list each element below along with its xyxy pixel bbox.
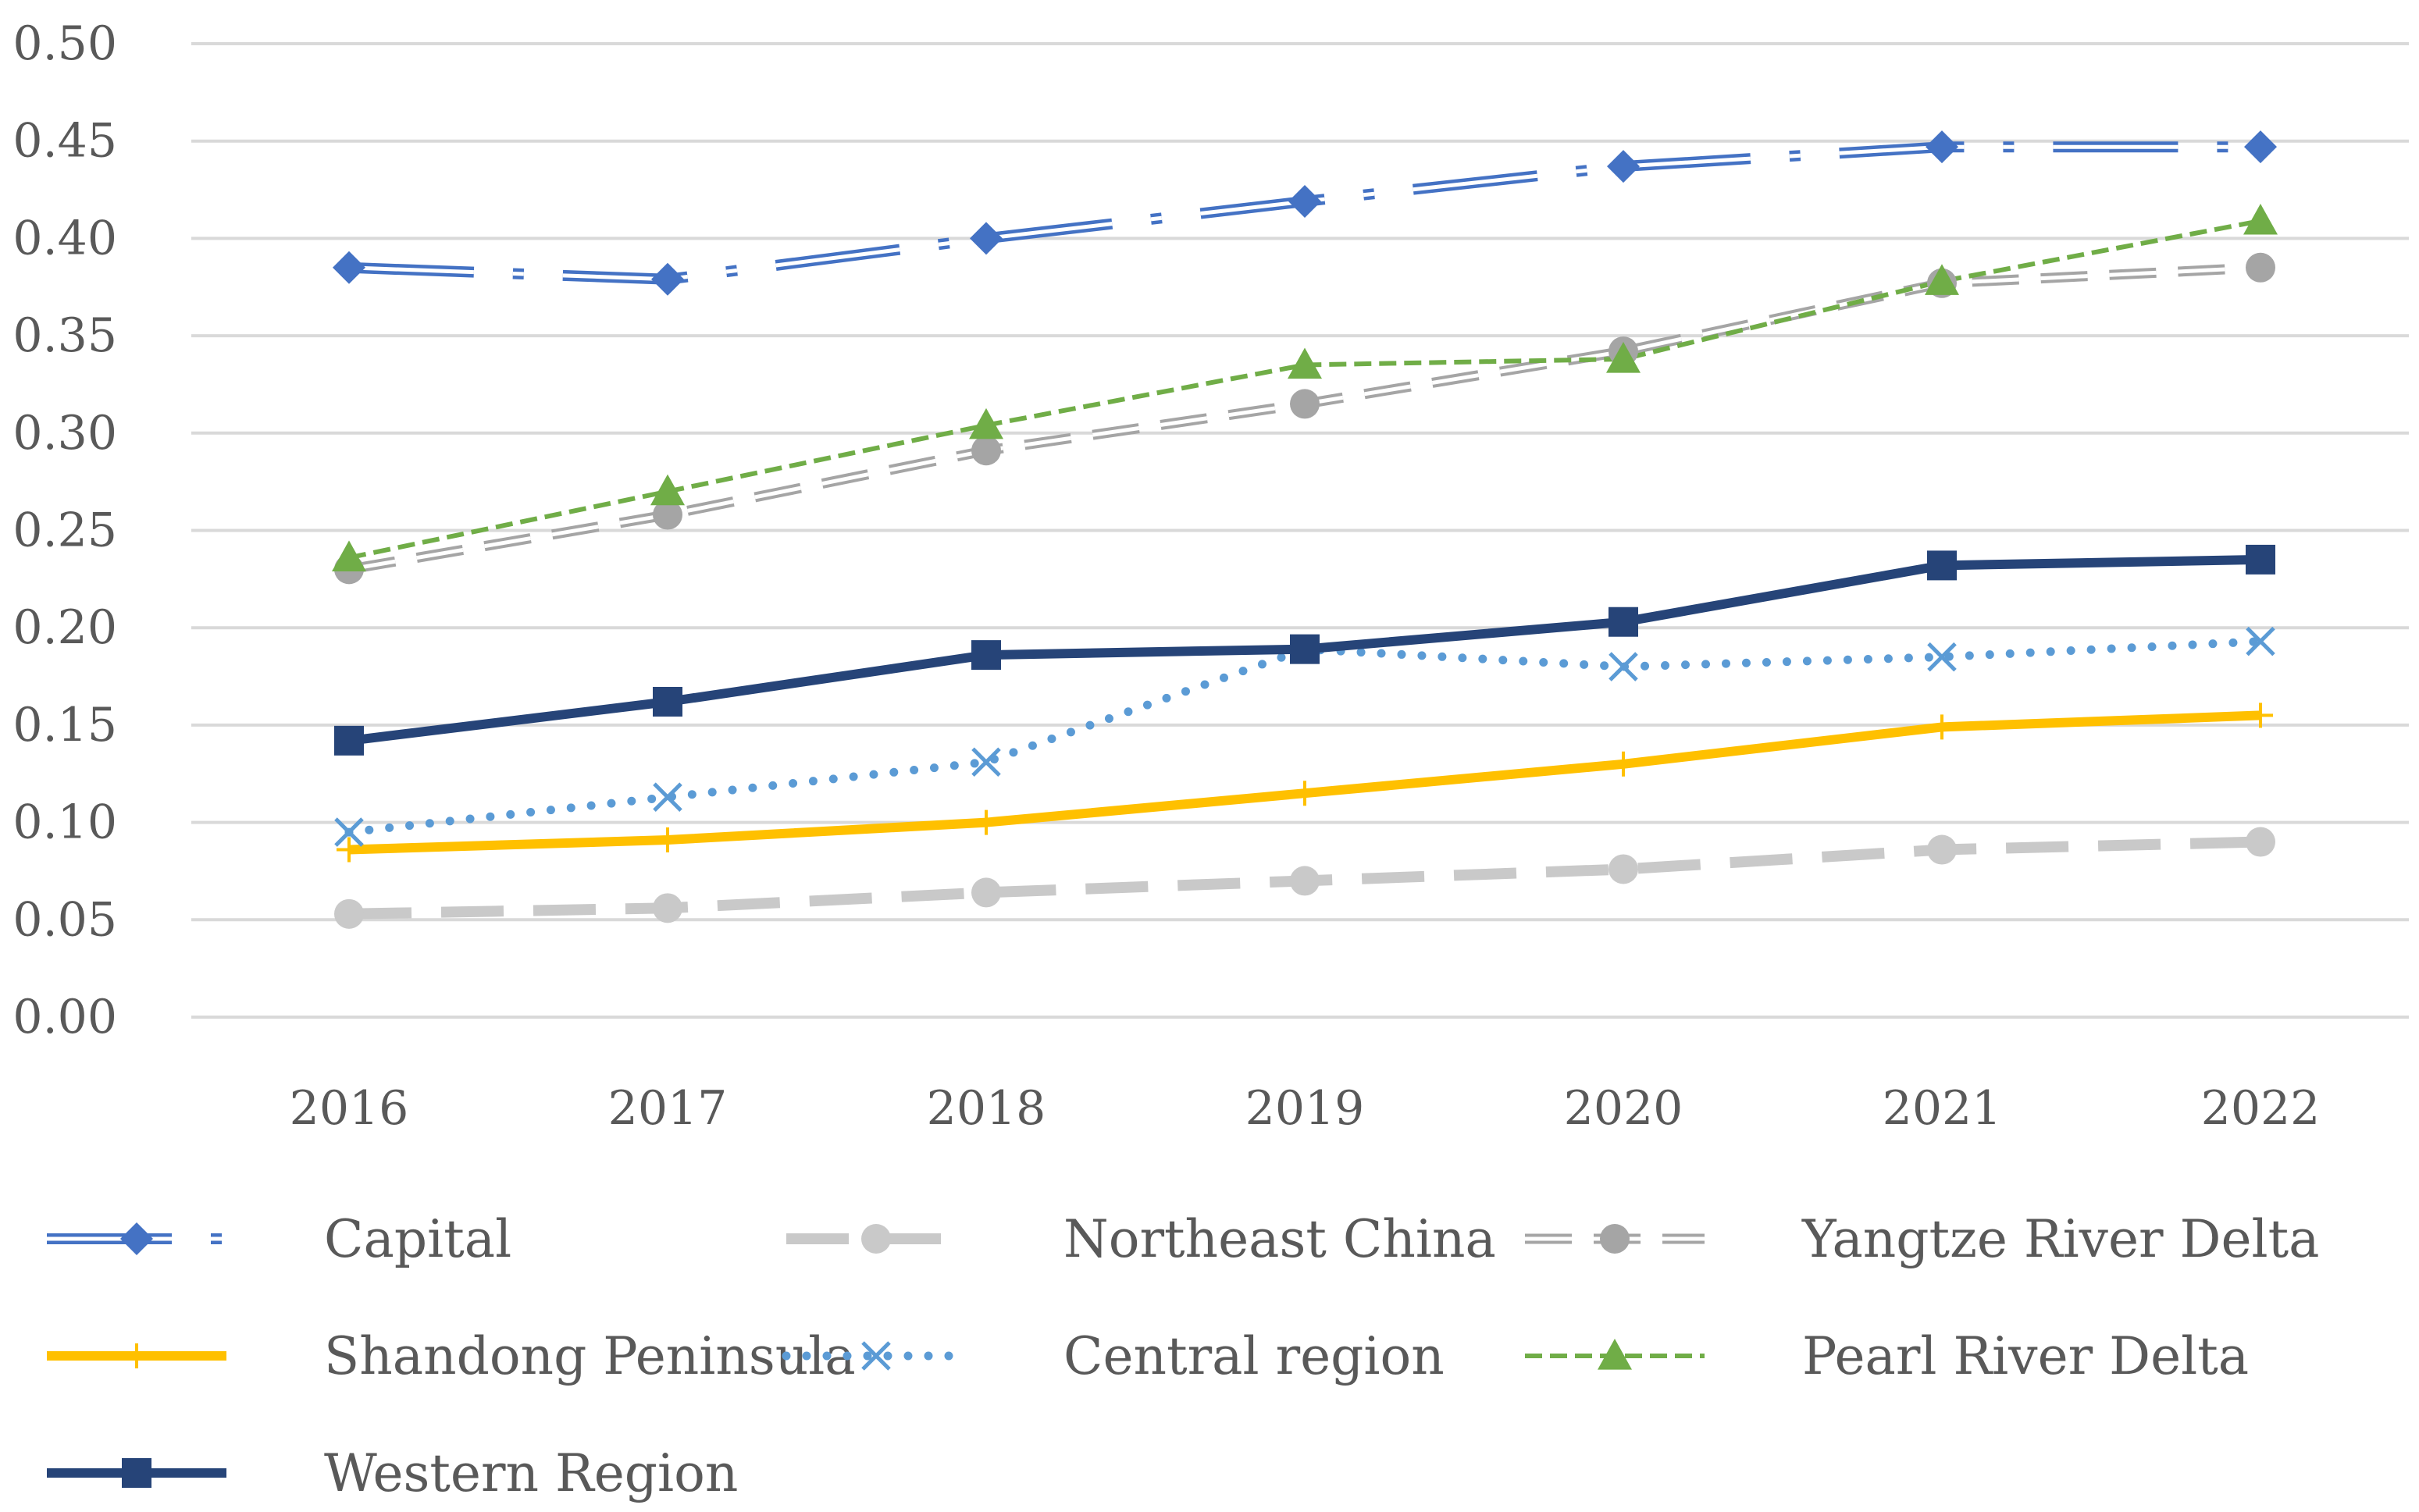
data-point-northeast-china bbox=[334, 898, 364, 929]
legend-item-western-region: Western Region bbox=[47, 1443, 738, 1503]
x-tick-label: 2018 bbox=[927, 1081, 1046, 1136]
legend-marker-yangtze-river-delta bbox=[1600, 1224, 1630, 1254]
data-point-western-region bbox=[334, 725, 364, 756]
legend-marker-central-region bbox=[861, 1341, 891, 1371]
data-point-pearl-river-delta bbox=[1925, 264, 1959, 295]
x-tick-label: 2020 bbox=[1564, 1081, 1683, 1136]
data-point-shandong-peninsula bbox=[2248, 703, 2273, 728]
legend-marker-western-region bbox=[122, 1458, 151, 1488]
data-point-capital bbox=[1926, 130, 1958, 164]
data-point-northeast-china bbox=[971, 877, 1001, 908]
data-point-yangtze-river-delta bbox=[653, 500, 682, 530]
data-point-central-region bbox=[2246, 626, 2275, 656]
legend: Capital Northeast China Yangtze River Delt… bbox=[47, 1209, 2320, 1503]
data-point-capital bbox=[2244, 130, 2277, 164]
data-point-western-region bbox=[1927, 550, 1957, 581]
data-point-shandong-peninsula bbox=[1929, 714, 1954, 740]
data-point-northeast-china bbox=[653, 893, 682, 923]
data-point-pearl-river-delta bbox=[332, 540, 366, 572]
x-axis-tick-labels: 2016 2017 2018 2019 2020 2021 2022 bbox=[290, 1081, 2321, 1136]
data-point-northeast-china bbox=[1609, 854, 1638, 884]
legend-label: Yangtze River Delta bbox=[1801, 1209, 2320, 1269]
x-tick-label: 2016 bbox=[290, 1081, 409, 1136]
y-tick-label: 0.00 bbox=[12, 990, 117, 1044]
data-point-capital bbox=[1607, 150, 1640, 183]
legend-item-yangtze-river-delta: Yangtze River Delta bbox=[1525, 1209, 2320, 1269]
data-point-shandong-peninsula bbox=[974, 809, 999, 835]
legend-item-capital: Capital bbox=[47, 1209, 511, 1269]
x-tick-label: 2022 bbox=[2201, 1081, 2321, 1136]
x-tick-label: 2017 bbox=[608, 1081, 728, 1136]
data-point-northeast-china bbox=[1290, 866, 1320, 896]
legend-marker-capital bbox=[120, 1222, 153, 1255]
legend-item-shandong-peninsula: Shandong Peninsula bbox=[47, 1326, 856, 1386]
data-point-central-region bbox=[653, 782, 682, 812]
data-point-capital bbox=[333, 251, 365, 284]
data-point-western-region bbox=[971, 640, 1001, 671]
legend-label: Shandong Peninsula bbox=[324, 1326, 856, 1386]
y-tick-label: 0.45 bbox=[12, 114, 117, 169]
legend-label: Capital bbox=[324, 1209, 511, 1269]
data-point-pearl-river-delta bbox=[1288, 347, 1322, 379]
data-point-shandong-peninsula bbox=[1292, 781, 1317, 806]
series-markers bbox=[332, 130, 2278, 929]
y-axis-tick-labels: 0.00 0.05 0.10 0.15 0.20 0.25 0.30 0.35 0.40 0.45… bbox=[12, 16, 117, 1044]
legend-item-central-region: Central region bbox=[782, 1326, 1445, 1386]
y-tick-label: 0.35 bbox=[12, 308, 117, 363]
data-point-shandong-peninsula bbox=[337, 837, 362, 863]
legend-item-northeast-china: Northeast China bbox=[786, 1209, 1496, 1269]
y-tick-label: 0.10 bbox=[12, 795, 117, 850]
legend-marker-shandong-peninsula bbox=[124, 1343, 149, 1368]
data-point-yangtze-river-delta bbox=[2246, 252, 2275, 283]
data-point-yangtze-river-delta bbox=[1290, 389, 1320, 419]
y-tick-label: 0.50 bbox=[12, 16, 117, 71]
legend-item-pearl-river-delta: Pearl River Delta bbox=[1525, 1326, 2249, 1386]
y-tick-label: 0.05 bbox=[12, 892, 117, 947]
data-point-capital bbox=[970, 222, 1003, 255]
data-point-western-region bbox=[1609, 607, 1638, 637]
legend-label: Central region bbox=[1063, 1326, 1445, 1386]
data-point-central-region bbox=[1609, 652, 1638, 681]
data-point-pearl-river-delta bbox=[2243, 203, 2278, 235]
data-point-northeast-china bbox=[2246, 827, 2275, 857]
x-tick-label: 2021 bbox=[1883, 1081, 2002, 1136]
y-tick-label: 0.30 bbox=[12, 406, 117, 461]
legend-label: Pearl River Delta bbox=[1802, 1326, 2249, 1386]
data-point-capital bbox=[651, 262, 684, 296]
y-tick-label: 0.15 bbox=[12, 698, 117, 752]
data-point-western-region bbox=[2246, 544, 2275, 575]
data-point-pearl-river-delta bbox=[969, 407, 1003, 439]
legend-label: Western Region bbox=[324, 1443, 738, 1503]
data-point-central-region bbox=[1927, 642, 1957, 672]
y-tick-label: 0.25 bbox=[12, 503, 117, 558]
data-point-pearl-river-delta bbox=[1606, 342, 1641, 373]
data-point-northeast-china bbox=[1927, 834, 1957, 865]
data-point-pearl-river-delta bbox=[650, 474, 685, 506]
legend-label: Northeast China bbox=[1063, 1209, 1496, 1269]
y-tick-label: 0.20 bbox=[12, 600, 117, 655]
legend-marker-northeast-china bbox=[861, 1224, 891, 1254]
legend-marker-pearl-river-delta bbox=[1598, 1339, 1632, 1370]
data-point-capital bbox=[1288, 185, 1321, 219]
data-point-central-region bbox=[971, 747, 1001, 777]
data-point-western-region bbox=[1290, 634, 1320, 664]
data-point-shandong-peninsula bbox=[655, 827, 680, 853]
data-point-shandong-peninsula bbox=[1611, 751, 1636, 777]
y-tick-label: 0.40 bbox=[12, 211, 117, 265]
data-point-western-region bbox=[653, 686, 682, 717]
data-point-central-region bbox=[334, 817, 364, 847]
x-tick-label: 2019 bbox=[1245, 1081, 1365, 1136]
data-point-yangtze-river-delta bbox=[971, 436, 1001, 466]
